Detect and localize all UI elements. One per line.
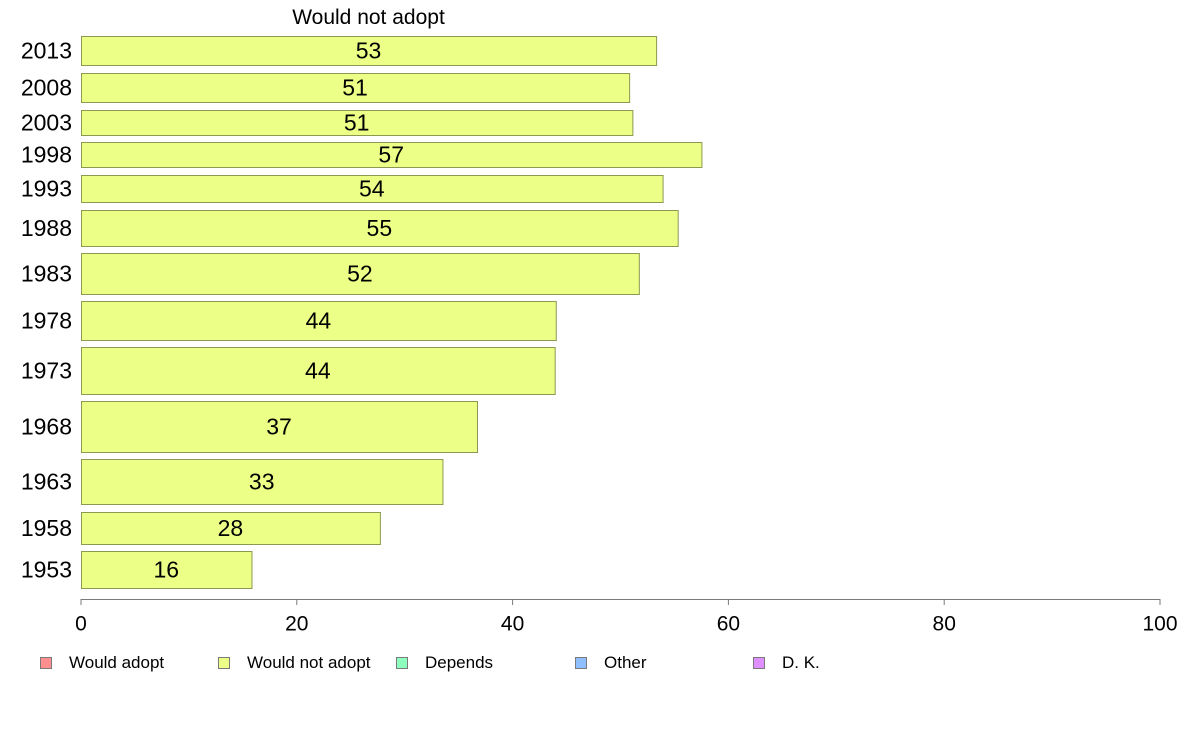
- legend-swatch: [396, 657, 408, 669]
- legend-swatch: [575, 657, 587, 669]
- bar-1998: [81, 142, 703, 168]
- category-label-1963: 1963: [21, 469, 72, 495]
- legend-swatch: [40, 657, 52, 669]
- bar-2003: [81, 110, 634, 136]
- category-label-1953: 1953: [21, 557, 72, 583]
- x-tick-label: 100: [1142, 613, 1177, 636]
- x-tick-label: 0: [75, 613, 87, 636]
- bar-1958: [81, 512, 381, 545]
- x-tick-label: 80: [933, 613, 956, 636]
- category-label-1978: 1978: [21, 308, 72, 334]
- bar-1968: [81, 401, 478, 453]
- legend-item-dk: D. K.: [753, 652, 820, 674]
- category-label-1988: 1988: [21, 215, 72, 241]
- data-label-1973: 44: [305, 358, 331, 384]
- bar-2013: [81, 36, 658, 66]
- legend-item-would-not-adopt: Would not adopt: [218, 652, 371, 674]
- bar-1963: [81, 459, 444, 505]
- data-label-1958: 28: [218, 515, 244, 541]
- legend-label: Depends: [425, 653, 494, 672]
- bar-1953: [81, 551, 253, 589]
- data-label-1983: 52: [347, 261, 373, 287]
- chart-title: Would not adopt: [292, 6, 445, 29]
- category-label-2013: 2013: [21, 38, 72, 64]
- x-tick-label: 60: [717, 613, 740, 636]
- x-tick-label: 40: [501, 613, 524, 636]
- legend-item-would-adopt: Would adopt: [40, 652, 164, 674]
- legend-label: D. K.: [782, 653, 820, 672]
- category-label-1973: 1973: [21, 358, 72, 384]
- category-label-2003: 2003: [21, 110, 72, 136]
- data-label-1993: 54: [359, 176, 385, 202]
- bar-1988: [81, 210, 679, 247]
- bar-1973: [81, 347, 556, 395]
- category-label-1958: 1958: [21, 515, 72, 541]
- legend-label: Would not adopt: [247, 653, 371, 672]
- bar-1993: [81, 175, 664, 203]
- data-label-2003: 51: [344, 110, 370, 136]
- data-label-1968: 37: [266, 414, 292, 440]
- data-label-1998: 57: [378, 142, 404, 168]
- data-label-1988: 55: [367, 215, 393, 241]
- bars-layer: 53 2013 51 2008 51 2003 57 1998 54 1993 55 1988 52 19…: [21, 36, 703, 589]
- x-tick-label: 20: [285, 613, 308, 636]
- data-label-2008: 51: [342, 75, 368, 101]
- legend: Would adopt Would not adopt Depends Othe…: [40, 652, 1140, 674]
- legend-label: Would adopt: [69, 653, 165, 672]
- x-axis: 0 20 40 60 80 100: [75, 599, 1178, 636]
- legend-label: Other: [604, 653, 647, 672]
- bar-1983: [81, 253, 640, 295]
- category-label-2008: 2008: [21, 75, 72, 101]
- data-label-1978: 44: [306, 308, 332, 334]
- category-label-1968: 1968: [21, 414, 72, 440]
- legend-item-other: Other: [575, 652, 647, 674]
- data-label-1963: 33: [249, 469, 275, 495]
- category-label-1983: 1983: [21, 261, 72, 287]
- data-label-2013: 53: [356, 38, 382, 64]
- bar-1978: [81, 301, 557, 341]
- category-label-1998: 1998: [21, 142, 72, 168]
- legend-swatch: [218, 657, 230, 669]
- legend-item-depends: Depends: [396, 652, 493, 674]
- category-label-1993: 1993: [21, 176, 72, 202]
- bar-2008: [81, 73, 631, 103]
- data-label-1953: 16: [153, 557, 179, 583]
- legend-swatch: [753, 657, 765, 669]
